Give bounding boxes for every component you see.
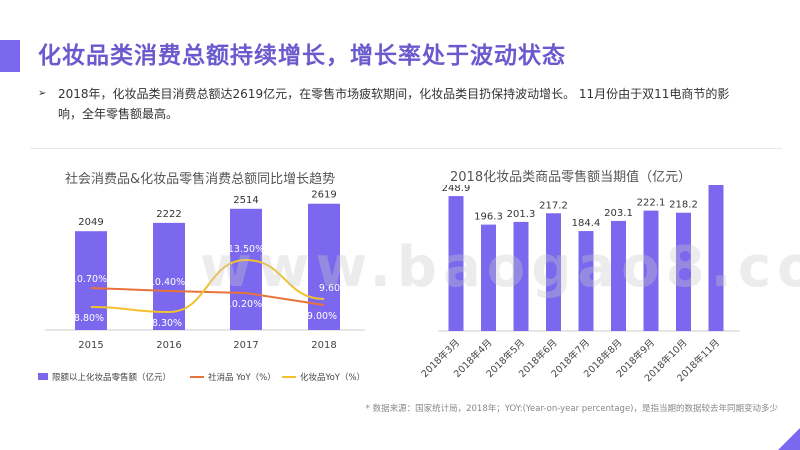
chart2-bar [643,210,659,331]
chart1-cosmetics-yoy-label: 13.50% [228,244,264,255]
chart1-x-tick: 2015 [78,340,103,351]
chart1-legend-bar-swatch [38,373,48,380]
chart1-x-tick: 2016 [156,340,181,351]
chart1-cosmetics-yoy-label: 8.30% [152,318,182,329]
chart2-bar [481,224,496,331]
arrow-bullet-icon: ➢ [38,88,47,99]
chart2-bar [513,221,529,331]
chart1-social-yoy-label: 10.20% [226,299,262,310]
chart2-bar-label: 217.2 [539,200,568,211]
chart1-bar-label: 2222 [156,209,181,220]
chart2-bar-label: 222.1 [637,198,666,209]
chart1-cosmetics-yoy-label: 8.80% [74,313,104,324]
chart1-title: 社会消费品&化妆品零售消费总额同比增长趋势 [65,172,336,187]
corner-decoration [778,428,800,450]
chart2-svg: 248.92018年3月196.32018年4月201.32018年5月217.… [420,185,740,384]
chart1-social-yoy-label: 10.70% [71,274,107,285]
chart1-bar-label: 2514 [233,195,258,206]
chart2-bar-label: 201.3 [507,209,536,220]
chart2-bar [676,212,691,331]
chart1-x-tick: 2018 [311,340,336,351]
chart1-svg: 2049 2015 2222 2016 2514 2017 2619 2018 10.70% 10… [38,190,365,383]
chart1-line-cosmetics-yoy [90,258,325,314]
chart2-bar [546,213,561,331]
chart2-bar-label: 184.4 [572,218,601,229]
chart1-social-yoy-label: 9.00% [307,311,337,322]
chart1-bar [75,231,107,330]
title-accent-bar [0,40,20,72]
chart1-bar [230,208,262,330]
chart2-bar [448,196,464,331]
chart2-bar-label: 248.9 [442,185,471,194]
chart1-social-yoy-label: 10.40% [149,277,185,288]
chart1-bar [308,203,340,330]
summary-text: 2018年，化妆品类目消费总额达2619亿元，在零售市场疲软期间，化妆品类目扔保… [58,87,730,121]
chart1-legend-cosmetics-label: 化妆品YoY（%） [300,372,365,383]
chart2-bar [578,231,594,331]
chart1-cosmetics-yoy-label: 9.60% [319,283,349,294]
divider [30,148,782,149]
chart1-line-social-yoy [90,287,325,306]
chart2-bar [708,185,724,331]
chart2-bar-label: 196.3 [474,212,503,223]
chart1-bar-label: 2619 [311,190,336,201]
summary-bullet: ➢ 2018年，化妆品类目消费总额达2619亿元，在零售市场疲软期间，化妆品类目… [38,84,740,124]
chart1-x-tick: 2017 [233,340,258,351]
source-note: * 数据来源：国家统计局，2018年；YOY:(Year-on-year per… [365,404,778,414]
chart2-bar-label: 218.2 [669,200,698,211]
chart2-title: 2018化妆品类商品零售额当期值（亿元） [450,170,692,185]
chart1-bar-label: 2049 [78,217,103,228]
chart1-legend-bar-label: 限额以上化妆品零售额（亿元） [52,372,171,383]
chart1-legend-social-label: 社消品 YoY（%） [208,372,276,383]
chart2-bar [611,220,626,331]
chart2-bar-label: 203.1 [604,208,633,219]
page-title: 化妆品类消费总额持续增长，增长率处于波动状态 [38,43,566,69]
